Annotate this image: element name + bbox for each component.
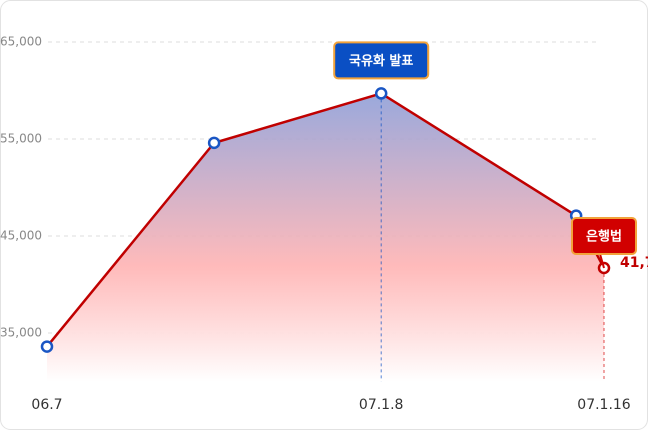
annotation-connector — [599, 253, 605, 269]
x-tick-label: 07.1.16 — [577, 397, 631, 413]
value-label: 41,700 — [620, 255, 650, 271]
point-marker — [40, 340, 54, 353]
annotation-box — [333, 41, 430, 80]
y-tick-label: 65,000 — [0, 35, 42, 49]
annotation-box — [571, 217, 637, 256]
x-tick-label: 06.7 — [31, 397, 62, 413]
x-tick-label: 07.1.8 — [359, 397, 404, 413]
area-fill — [47, 93, 604, 382]
annotation-text: 국유화 발표 — [349, 53, 413, 69]
y-tick-label: 45,000 — [0, 229, 42, 243]
annotation-text: 은행법 — [586, 229, 622, 245]
y-tick-label: 55,000 — [0, 132, 42, 146]
y-tick-label: 35,000 — [0, 326, 42, 340]
point-marker — [374, 87, 388, 100]
point-marker — [207, 136, 221, 150]
